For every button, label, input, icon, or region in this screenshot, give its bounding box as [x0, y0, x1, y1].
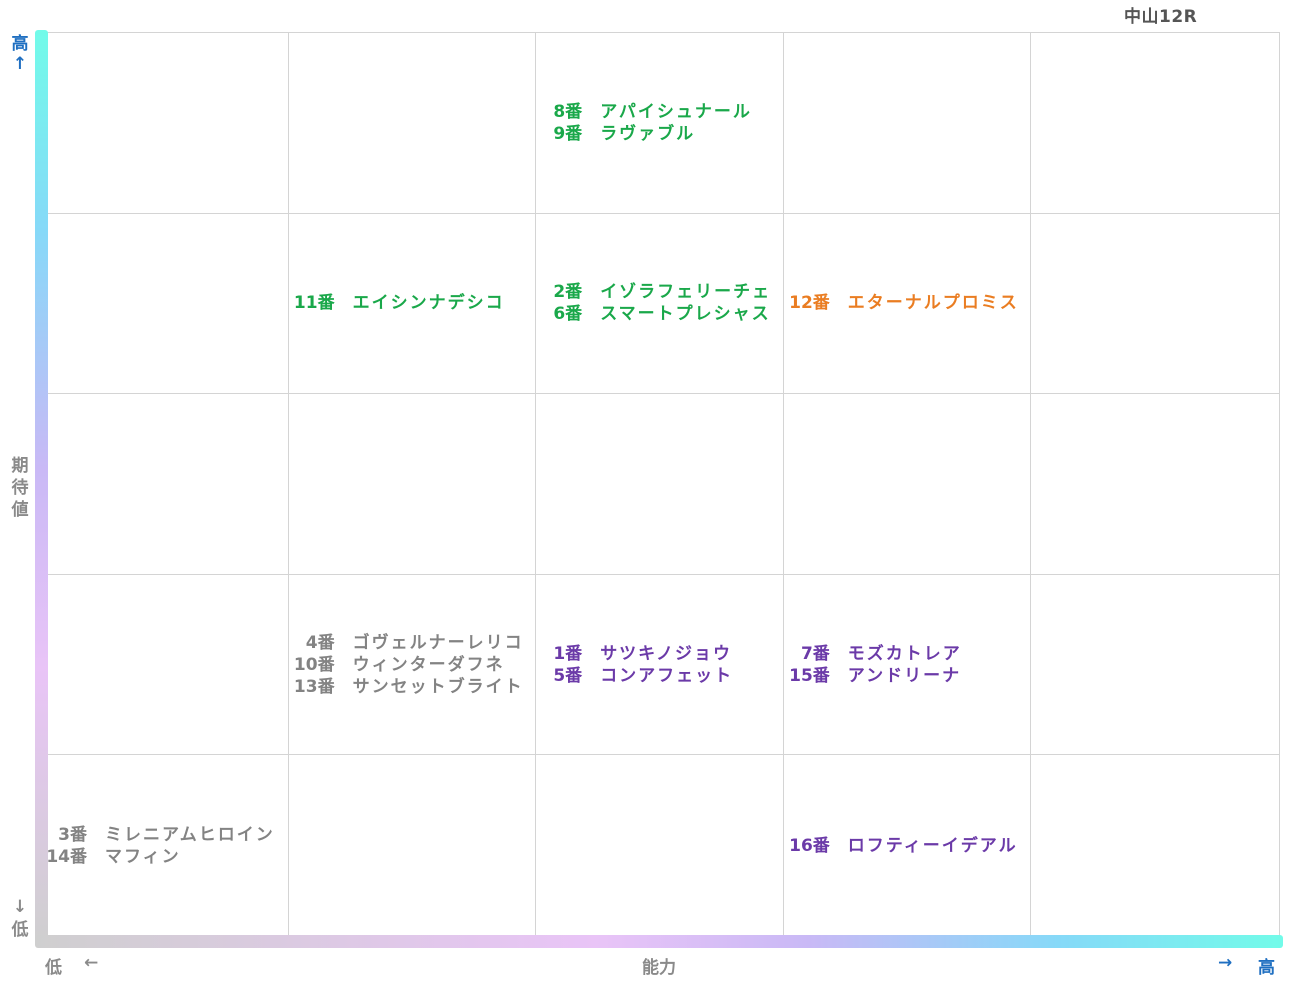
horse-name: イゾラフェリーチェ: [600, 282, 772, 303]
horse-name: スマートプレシャス: [600, 304, 771, 325]
grid-cell: 8番 アパイシュナール 9番 ラヴァブル: [536, 33, 784, 214]
grid-cell: [1031, 33, 1279, 214]
horse-name: アパイシュナール: [600, 101, 752, 122]
y-axis-label: 期待値: [11, 456, 29, 520]
grid-cell: [41, 213, 289, 395]
grid-cell: [783, 394, 1032, 575]
y-axis-bar: [35, 30, 48, 942]
horse-name: サツキノジョウ: [600, 643, 732, 664]
horse-name: マフィン: [105, 846, 181, 867]
horse-name: エターナルプロミス: [847, 293, 1019, 314]
horse-number: 8番: [553, 101, 583, 122]
horse-entry: 2番 イゾラフェリーチェ: [536, 281, 783, 303]
grid-cell: [288, 33, 537, 214]
horse-number: 3番: [58, 824, 87, 845]
grid-cell: [1031, 394, 1279, 575]
horse-name: コンアフェット: [600, 665, 734, 686]
horse-entry: 1番 サツキノジョウ: [536, 643, 783, 665]
horse-number: 14番: [46, 846, 87, 867]
horse-number: 7番: [800, 643, 830, 664]
horse-number: 15番: [789, 665, 830, 686]
grid-cell: 12番 エターナルプロミス: [783, 213, 1032, 395]
grid-cell: [1031, 575, 1279, 756]
horse-name: ゴヴェルナーレリコ: [352, 632, 524, 653]
grid-cell: 16番 ロフティーイデアル: [784, 755, 1032, 936]
horse-number: 13番: [293, 676, 335, 697]
horse-name: ミレニアムヒロイン: [105, 824, 275, 845]
horse-name: ラヴァブル: [600, 123, 696, 144]
grid-cell: 3番 ミレニアムヒロイン 14番 マフィン: [41, 755, 289, 936]
horse-entry: 13番 サンセットブライト: [289, 676, 536, 698]
horse-entry: 5番 コンアフェット: [536, 665, 783, 687]
x-axis-right-arrow: →: [1218, 953, 1233, 973]
y-axis-low-label: 低: [11, 920, 29, 940]
horse-number: 2番: [553, 282, 583, 303]
horse-name: サンセットブライト: [352, 676, 524, 697]
grid-cell: [288, 394, 537, 575]
horse-entry: 9番 ラヴァブル: [536, 123, 783, 145]
grid-cell: [536, 755, 784, 936]
horse-entry: 3番 ミレニアムヒロイン: [41, 824, 288, 846]
y-axis-high-label: 高: [11, 34, 29, 54]
horse-number: 4番: [305, 632, 335, 653]
grid-cell: [41, 394, 289, 575]
race-label: 中山12R: [1124, 7, 1198, 27]
x-axis-label: 能力: [642, 958, 676, 978]
grid-cell: [783, 33, 1032, 214]
grid-cell: 4番 ゴヴェルナーレリコ 10番 ウィンターダフネ 13番 サンセットブライト: [288, 574, 537, 756]
grid-cell: [536, 394, 784, 575]
grid-cell: [289, 755, 537, 936]
horse-entry: 12番 エターナルプロミス: [784, 292, 1031, 314]
grid-cell: [41, 574, 289, 756]
horse-entry: 7番 モズカトレア: [784, 643, 1031, 665]
x-axis-high-label: 高: [1258, 958, 1275, 978]
quadrant-grid: 8番 アパイシュナール 9番 ラヴァブル 11番 エイシンナデシコ 2番 イゾラフェリーチェ 6…: [40, 32, 1280, 937]
x-axis-bar: [35, 935, 1283, 948]
grid-cell: 7番 モズカトレア 15番 アンドリーナ: [783, 574, 1032, 756]
grid-cell: 11番 エイシンナデシコ: [288, 213, 537, 395]
grid-cell: 2番 イゾラフェリーチェ 6番 スマートプレシャス: [536, 213, 784, 395]
grid-cell: [1031, 755, 1279, 936]
horse-number: 10番: [293, 654, 335, 675]
horse-entry: 8番 アパイシュナール: [536, 101, 783, 123]
x-axis-left-arrow: ←: [84, 953, 99, 973]
horse-number: 12番: [789, 293, 830, 314]
horse-entry: 16番 ロフティーイデアル: [784, 835, 1031, 857]
horse-entry: 6番 スマートプレシャス: [536, 303, 783, 325]
horse-name: モズカトレア: [847, 643, 962, 664]
horse-entry: 4番 ゴヴェルナーレリコ: [289, 632, 536, 654]
horse-number: 9番: [553, 123, 583, 144]
grid-cell: [41, 33, 289, 214]
horse-number: 5番: [553, 665, 583, 686]
y-axis-up-arrow: ↑: [12, 54, 28, 74]
grid-cell: [1031, 214, 1279, 395]
horse-entry: 15番 アンドリーナ: [784, 665, 1031, 687]
horse-number: 16番: [789, 835, 830, 856]
grid-cell: 1番 サツキノジョウ 5番 コンアフェット: [536, 574, 784, 756]
x-axis-low-label: 低: [45, 958, 62, 978]
horse-number: 6番: [553, 304, 583, 325]
horse-name: ロフティーイデアル: [847, 835, 1018, 856]
horse-entry: 14番 マフィン: [41, 846, 288, 868]
horse-entry: 10番 ウィンターダフネ: [289, 654, 536, 676]
horse-number: 11番: [293, 293, 335, 314]
horse-number: 1番: [553, 643, 583, 664]
horse-name: ウィンターダフネ: [352, 654, 505, 675]
horse-name: アンドリーナ: [847, 665, 962, 686]
horse-entry: 11番 エイシンナデシコ: [289, 292, 536, 314]
horse-name: エイシンナデシコ: [352, 293, 505, 314]
y-axis-down-arrow: ↓: [12, 897, 28, 917]
